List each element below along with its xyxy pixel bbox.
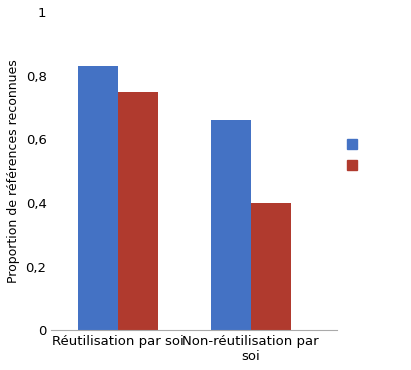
Legend: , : , xyxy=(347,138,357,173)
Bar xyxy=(78,66,118,330)
Y-axis label: Proportion de références reconnues: Proportion de références reconnues xyxy=(7,59,20,283)
Bar xyxy=(211,120,251,330)
Bar xyxy=(118,91,158,330)
Bar xyxy=(251,203,291,330)
